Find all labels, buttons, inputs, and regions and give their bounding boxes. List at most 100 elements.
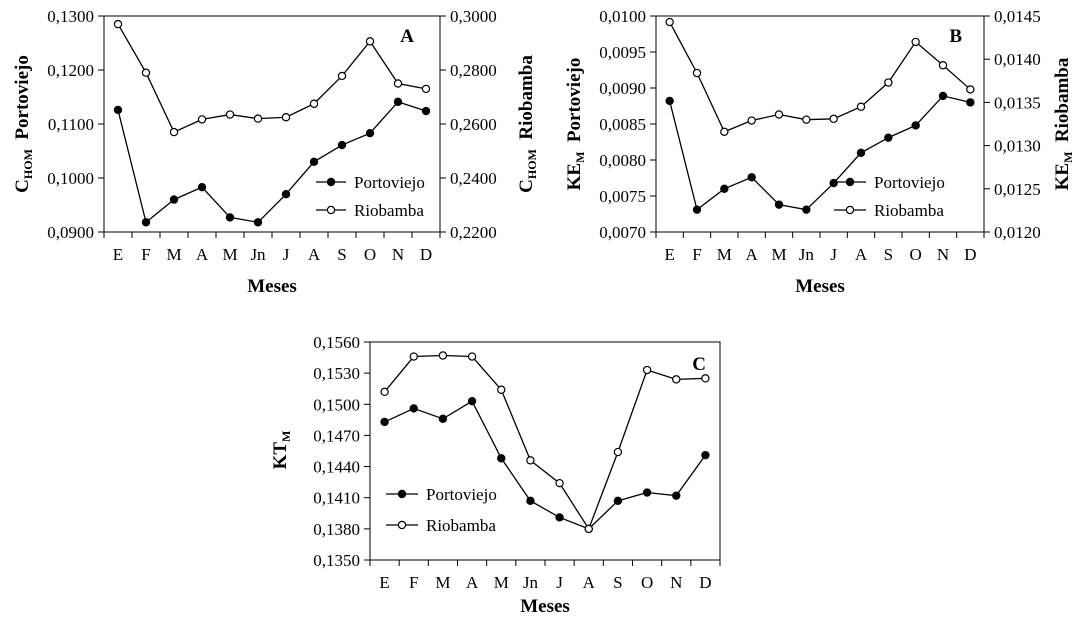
y-tick-label-left-a: 0,1100	[48, 115, 94, 134]
x-tick-label-a: M	[166, 245, 181, 264]
data-point-riobamba-a	[337, 71, 347, 81]
data-point-portoviejo-b	[938, 91, 948, 101]
legend-label-portoviejo-c: Portoviejo	[426, 485, 497, 504]
series-line-portoviejo-c	[384, 400, 706, 530]
data-point-riobamba-a	[197, 115, 207, 124]
data-point-riobamba-a	[253, 114, 263, 123]
data-point-portoviejo-b	[966, 98, 975, 107]
x-tick-label-b: M	[771, 245, 786, 264]
x-tick-label-a: D	[420, 245, 432, 264]
data-point-portoviejo-c	[497, 454, 506, 463]
data-point-portoviejo-c	[438, 414, 448, 424]
data-point-riobamba-c	[467, 352, 477, 361]
y-tick-label-right-a: 0,2800	[450, 61, 497, 80]
y-tick-label-right-a: 0,2600	[450, 115, 497, 134]
x-tick-label-a: N	[392, 245, 404, 264]
data-point-portoviejo-a	[253, 218, 263, 227]
data-point-riobamba-b	[692, 68, 702, 78]
plot-area-b	[655, 15, 985, 233]
y-tick-label-left-b: 0,0100	[599, 7, 646, 26]
x-axis-label-c: Meses	[520, 596, 570, 617]
x-tick-label-c: D	[699, 573, 711, 592]
x-tick-label-c: A	[583, 573, 596, 592]
legend-marker-portoviejo-c	[397, 489, 407, 499]
data-point-portoviejo-c	[555, 513, 564, 522]
y-tick-label-right-b: 0,0145	[994, 7, 1041, 26]
legend-marker-riobamba-a	[326, 205, 336, 215]
data-point-portoviejo-b	[774, 200, 784, 209]
data-point-portoviejo-b	[692, 205, 702, 214]
y-tick-label-left-b: 0,0075	[599, 187, 646, 206]
data-point-portoviejo-b	[856, 148, 866, 157]
y-tick-label-left-b: 0,0095	[599, 43, 646, 62]
y-tick-label-left-a: 0,1000	[47, 169, 94, 188]
x-tick-label-b: E	[664, 245, 674, 264]
x-tick-label-b: J	[830, 245, 837, 264]
x-axis-label-b: Meses	[795, 276, 845, 297]
y-tick-label-left-c: 0,1500	[313, 395, 360, 414]
x-tick-label-a: A	[196, 245, 209, 264]
data-point-portoviejo-b	[884, 133, 893, 142]
series-line-riobamba-c	[384, 354, 706, 531]
data-point-portoviejo-c	[380, 417, 389, 427]
data-point-portoviejo-b	[665, 96, 674, 106]
panel-c: C Meses KTM 0,1350 0,1380 0,1410 0,1440 0,14…	[270, 333, 721, 617]
x-tick-label-c: F	[409, 573, 418, 592]
data-point-riobamba-b	[747, 116, 756, 125]
x-tick-label-a: Jn	[250, 245, 266, 264]
y-tick-label-right-b: 0,0140	[994, 50, 1041, 69]
data-point-riobamba-c	[380, 387, 389, 397]
data-point-riobamba-a	[113, 19, 123, 29]
data-point-riobamba-b	[884, 78, 893, 87]
data-point-portoviejo-c	[613, 496, 623, 506]
y-axis-label-right-a: CHOM Riobamba	[516, 55, 539, 193]
data-point-portoviejo-b	[829, 178, 838, 188]
x-tick-label-b: M	[717, 245, 732, 264]
data-point-riobamba-b	[938, 61, 948, 70]
data-point-portoviejo-a	[141, 218, 151, 227]
legend-label-portoviejo-b: Portoviejo	[874, 173, 945, 192]
x-tick-label-a: S	[337, 245, 346, 264]
y-tick-label-left-a: 0,0900	[47, 223, 94, 242]
panel-letter-c: C	[692, 354, 706, 375]
legend-label-riobamba-b: Riobamba	[874, 201, 944, 220]
data-point-portoviejo-b	[747, 173, 756, 182]
y-tick-label-right-a: 0,2200	[450, 223, 497, 242]
x-tick-label-b: N	[937, 245, 949, 264]
data-point-portoviejo-a	[365, 128, 375, 138]
x-tick-label-b: A	[855, 245, 868, 264]
x-tick-label-c: M	[494, 573, 509, 592]
data-point-riobamba-b	[856, 102, 866, 111]
x-tick-label-b: S	[884, 245, 893, 264]
y-axis-label-c: KTM	[270, 431, 293, 470]
y-tick-label-right-b: 0,0130	[994, 137, 1041, 156]
y-axis-label-left-b: KEM Portoviejo	[564, 58, 587, 191]
y-tick-label-left-b: 0,0080	[599, 151, 646, 170]
data-point-portoviejo-a	[113, 105, 123, 115]
data-point-portoviejo-a	[169, 195, 179, 204]
y-tick-label-right-b: 0,0120	[994, 223, 1041, 242]
panel-letter-a: A	[400, 26, 414, 47]
data-point-portoviejo-c	[672, 491, 681, 500]
data-point-portoviejo-b	[911, 121, 920, 130]
x-tick-label-b: D	[964, 245, 976, 264]
data-point-riobamba-b	[829, 114, 838, 124]
y-tick-label-right-a: 0,3000	[450, 7, 497, 26]
y-tick-label-left-c: 0,1470	[313, 426, 360, 445]
data-point-riobamba-a	[169, 127, 179, 137]
x-tick-label-a: E	[113, 245, 123, 264]
y-tick-label-left-c: 0,1410	[313, 489, 360, 508]
x-tick-label-a: M	[222, 245, 237, 264]
y-tick-label-right-b: 0,0125	[994, 180, 1041, 199]
y-tick-label-left-c: 0,1560	[313, 333, 360, 352]
data-point-riobamba-c	[584, 524, 593, 534]
y-tick-label-left-b: 0,0070	[599, 223, 646, 242]
data-point-riobamba-c	[409, 352, 418, 361]
data-point-portoviejo-a	[393, 97, 403, 107]
x-axis-label-a: Meses	[247, 276, 297, 297]
data-point-riobamba-a	[225, 110, 235, 119]
y-tick-label-left-b: 0,0085	[599, 115, 646, 134]
y-tick-label-left-c: 0,1350	[313, 551, 360, 570]
panel-b: B Meses KEM Portoviejo KEM Riobamba 0,00…	[564, 7, 1075, 297]
data-point-riobamba-c	[613, 447, 623, 457]
